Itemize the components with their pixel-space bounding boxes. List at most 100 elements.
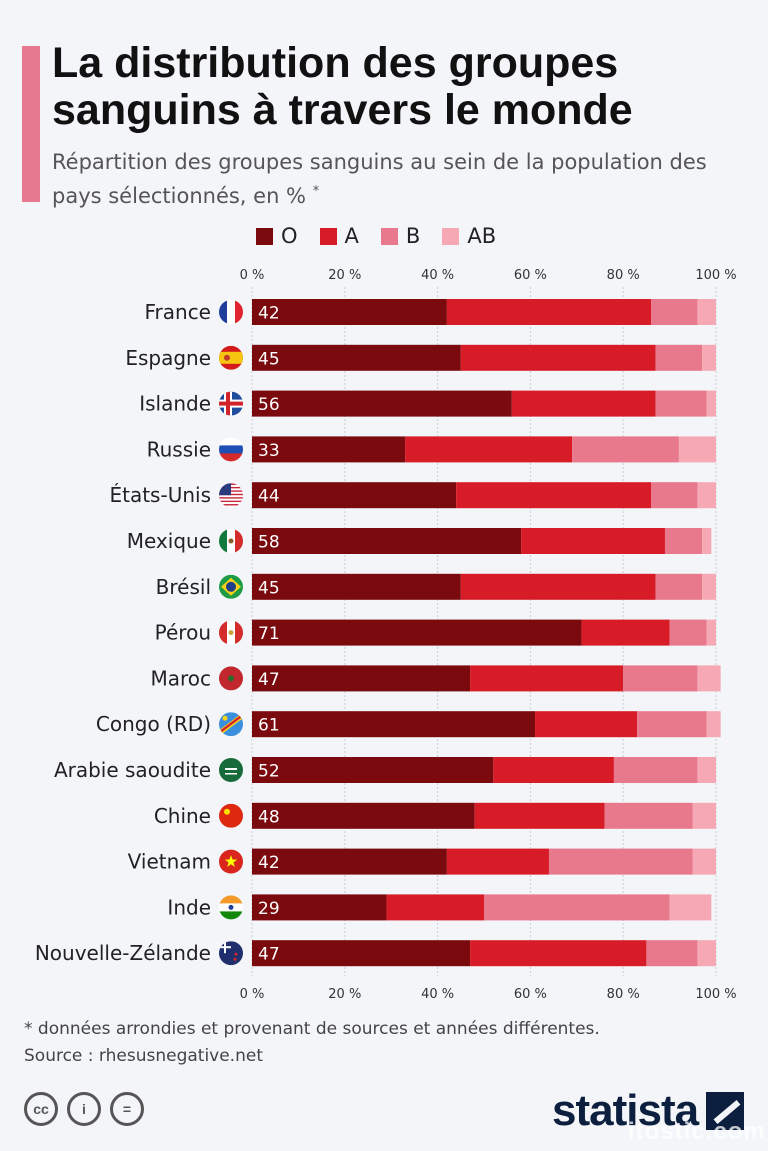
bar-segment-a-perou [581, 619, 670, 646]
bar-segment-ab-mexique [702, 528, 712, 554]
bar-segment-a-vietnam [446, 848, 549, 875]
bar-segment-b-chine [604, 802, 693, 829]
legend-swatch-o [256, 227, 273, 245]
data-label-france: 42 [258, 304, 280, 324]
category-label-islande: Islande [139, 392, 211, 416]
legend-swatch-b [380, 227, 398, 245]
statista-logo[interactable]: statista [552, 1086, 745, 1136]
legend-label-b: B [405, 224, 421, 248]
flag-iceland-icon [219, 391, 243, 416]
bar-segment-ab-nouvelle-zelande [697, 940, 716, 967]
bar-segment-o-nouvelle-zelande [252, 940, 471, 967]
legend-item-b: B [380, 224, 421, 248]
category-label-maroc: Maroc [150, 666, 211, 690]
x-tick-label-bottom: 20 % [328, 987, 361, 1002]
flag-peru-icon [219, 620, 243, 645]
data-label-perou: 71 [258, 624, 280, 644]
bar-segment-b-perou [669, 619, 707, 646]
bar-segment-b-russie [572, 436, 679, 463]
x-tick-label-bottom: 80 % [607, 987, 640, 1002]
bar-segment-a-mexique [521, 528, 665, 554]
bar-segment-ab-inde [669, 894, 712, 921]
creative-commons-icon[interactable]: cc [24, 1092, 58, 1126]
bar-segment-ab-chine [692, 802, 716, 829]
legend-label-o: O [281, 224, 298, 248]
attribution-icon[interactable]: i [67, 1092, 101, 1126]
legend-item-a: A [319, 224, 359, 248]
x-tick-label-top: 0 % [240, 268, 265, 283]
flag-china-icon [219, 803, 243, 828]
bar-segment-a-islande [511, 390, 656, 417]
bar-segment-b-vietnam [548, 848, 693, 875]
category-label-espagne: Espagne [125, 346, 211, 370]
bar-segment-o-russie [252, 436, 406, 463]
category-label-mexique: Mexique [127, 529, 211, 553]
data-label-etats-unis: 44 [258, 487, 280, 507]
subtitle-text: Répartition des groupes sanguins au sein… [52, 150, 707, 208]
data-label-arabie-saoudite: 52 [258, 762, 280, 782]
chart-title: La distribution des groupes sanguins à t… [52, 39, 633, 134]
data-label-bresil: 45 [258, 578, 280, 598]
bar-segment-o-islande [252, 390, 512, 417]
data-label-inde: 29 [258, 899, 280, 919]
legend-swatch-ab [442, 227, 460, 245]
bar-segment-a-france [446, 299, 652, 325]
flag-india-icon [219, 895, 243, 920]
flag-vietnam-icon [219, 849, 243, 874]
bar-segment-a-russie [405, 436, 573, 463]
data-label-vietnam: 42 [258, 853, 280, 873]
legend-item-ab: AB [442, 224, 496, 248]
bar-segment-o-chine [252, 802, 475, 829]
bar-segment-ab-perou [706, 619, 716, 646]
bar-segment-ab-vietnam [692, 848, 716, 875]
bar-segment-b-mexique [664, 528, 703, 554]
stacked-bar-chart: 0 % 0 % 20 % 20 % 40 % 40 % 60 % 60 % 80 % 80 % 10… [35, 268, 737, 1002]
bar-segment-a-bresil [460, 573, 656, 600]
x-tick-label-top: 20 % [328, 268, 361, 283]
bar-segment-a-maroc [470, 665, 624, 692]
bar-segment-o-arabie-saoudite [252, 757, 494, 783]
bar-segment-a-inde [386, 894, 484, 921]
statista-mark-icon [706, 1092, 745, 1130]
bar-segment-b-espagne [655, 344, 703, 371]
brand-name: statista [552, 1086, 699, 1135]
legend-label-ab: AB [467, 224, 497, 248]
bar-segment-o-espagne [252, 344, 461, 371]
category-label-congo-rd: Congo (RD) [96, 712, 211, 736]
bar-segment-o-congo-rd [252, 711, 536, 738]
flag-france-icon [219, 300, 243, 324]
bar-segment-o-vietnam [252, 848, 447, 875]
category-label-bresil: Brésil [156, 575, 211, 599]
bar-segment-a-espagne [460, 344, 656, 371]
bar-segment-b-france [651, 299, 698, 325]
chart-subtitle: Répartition des groupes sanguins au sein… [52, 148, 752, 211]
bar-segment-ab-maroc [697, 665, 721, 692]
footnote: * données arrondies et provenant de sour… [24, 1016, 600, 1070]
x-tick-label-top: 60 % [514, 268, 547, 283]
flag-drc-icon [219, 712, 243, 737]
license-icons: cc i = [24, 1092, 144, 1126]
bar-segment-ab-islande [706, 390, 716, 417]
x-tick-label-bottom: 100 % [695, 987, 736, 1002]
bar-segment-o-inde [252, 894, 387, 921]
legend: O A B AB [256, 224, 496, 248]
legend-item-o: O [256, 224, 298, 248]
subtitle-footnote-mark: * [312, 184, 320, 199]
bar-segment-b-inde [484, 894, 670, 921]
bar-segment-a-etats-unis [456, 482, 652, 509]
no-derivatives-icon[interactable]: = [110, 1092, 144, 1126]
bar-segment-b-nouvelle-zelande [646, 940, 698, 967]
bar-segment-o-france [252, 299, 447, 325]
data-label-russie: 33 [258, 441, 280, 461]
footnote-note: * données arrondies et provenant de sour… [24, 1019, 600, 1039]
data-label-mexique: 58 [258, 533, 280, 553]
legend-swatch-a [319, 227, 337, 245]
bar-segment-o-perou [252, 619, 582, 646]
bar-segment-ab-etats-unis [697, 482, 716, 509]
category-label-etats-unis: États-Unis [109, 483, 211, 507]
data-label-espagne: 45 [258, 349, 280, 369]
bar-segment-a-congo-rd [535, 711, 638, 738]
bar-segment-b-etats-unis [651, 482, 698, 509]
bar-segment-b-islande [655, 390, 707, 417]
category-label-france: France [144, 300, 211, 324]
